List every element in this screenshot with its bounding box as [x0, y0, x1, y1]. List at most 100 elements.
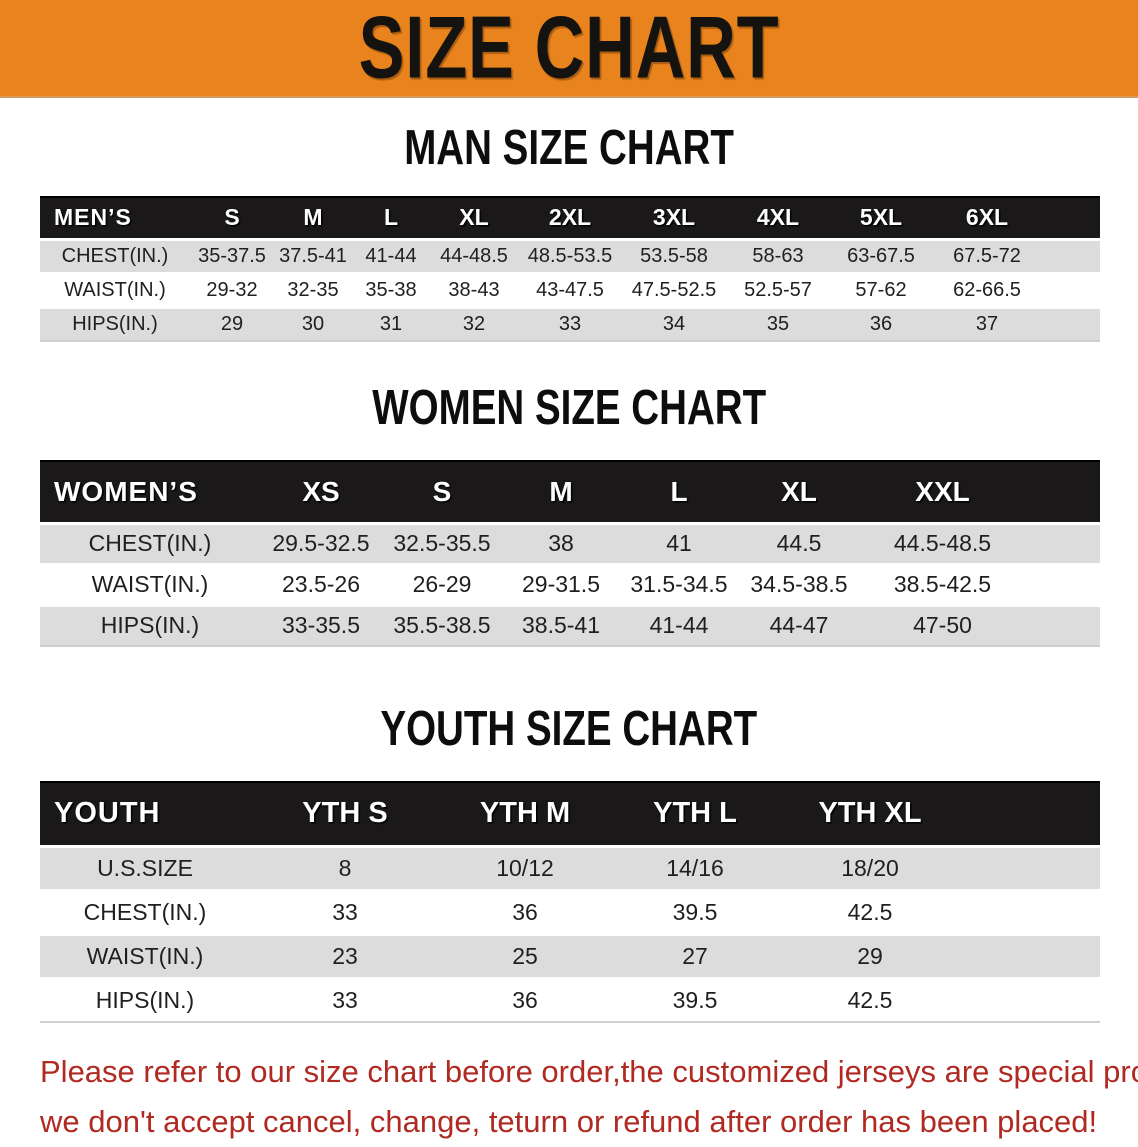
table-cell: 31.5-34.5: [620, 562, 738, 605]
table-cell: 43-47.5: [518, 271, 622, 307]
spacer-cell: [1025, 521, 1100, 564]
table-cell: 36: [440, 888, 610, 934]
women-waist-row: WAIST(IN.) 23.5-26 26-29 29-31.5 31.5-34…: [40, 562, 1100, 605]
table-cell: 29.5-32.5: [260, 521, 382, 564]
women-size-table: WOMEN’S XS S M L XL XXL CHEST(IN.) 29.5-…: [40, 460, 1100, 647]
table-cell: 44-48.5: [430, 237, 518, 273]
table-cell: 36: [440, 976, 610, 1022]
table-cell: 14/16: [610, 844, 780, 890]
table-cell: 58-63: [726, 237, 830, 273]
row-label: HIPS(IN.): [40, 305, 190, 341]
spacer-cell: [1042, 237, 1100, 273]
row-label: WAIST(IN.): [40, 271, 190, 307]
men-size-col-6xl: 6XL: [932, 196, 1042, 239]
youth-section-heading: YOUTH SIZE CHART: [0, 699, 1138, 756]
table-cell: 35.5-38.5: [382, 603, 502, 646]
table-cell: 27: [610, 932, 780, 978]
table-cell: 39.5: [610, 888, 780, 934]
table-cell: 38-43: [430, 271, 518, 307]
row-label: CHEST(IN.): [40, 521, 260, 564]
table-cell: 29-32: [190, 271, 274, 307]
table-cell: 34: [622, 305, 726, 341]
table-cell: 41-44: [352, 237, 430, 273]
banner: SIZE CHART: [0, 0, 1138, 98]
table-cell: 67.5-72: [932, 237, 1042, 273]
women-size-col-xxl: XXL: [860, 460, 1025, 523]
table-cell: 32.5-35.5: [382, 521, 502, 564]
table-cell: 10/12: [440, 844, 610, 890]
spacer-cell: [1025, 603, 1100, 646]
banner-title: SIZE CHART: [358, 0, 780, 97]
spacer-cell: [1025, 562, 1100, 605]
table-cell: 26-29: [382, 562, 502, 605]
men-size-col-3xl: 3XL: [622, 196, 726, 239]
spacer-cell: [960, 781, 1100, 846]
men-header-row: MEN’S S M L XL 2XL 3XL 4XL 5XL 6XL: [40, 196, 1100, 239]
row-label: HIPS(IN.): [40, 603, 260, 646]
table-cell: 33-35.5: [260, 603, 382, 646]
table-cell: 31: [352, 305, 430, 341]
spacer-cell: [1042, 305, 1100, 341]
table-cell: 25: [440, 932, 610, 978]
table-cell: 47-50: [860, 603, 1025, 646]
men-size-col-l: L: [352, 196, 430, 239]
footer-line-1: Please refer to our size chart before or…: [40, 1054, 1138, 1089]
table-cell: 37.5-41: [274, 237, 352, 273]
youth-size-col-m: YTH M: [440, 781, 610, 846]
youth-heading-text: YOUTH SIZE CHART: [380, 699, 758, 756]
row-label: U.S.SIZE: [40, 844, 250, 890]
table-cell: 29-31.5: [502, 562, 620, 605]
men-corner-label: MEN’S: [40, 196, 190, 239]
women-size-col-xs: XS: [260, 460, 382, 523]
table-cell: 41: [620, 521, 738, 564]
table-cell: 57-62: [830, 271, 932, 307]
table-cell: 30: [274, 305, 352, 341]
men-heading-text: MAN SIZE CHART: [404, 118, 734, 175]
table-cell: 38.5-42.5: [860, 562, 1025, 605]
table-cell: 42.5: [780, 976, 960, 1022]
spacer-cell: [1025, 460, 1100, 523]
spacer-cell: [960, 976, 1100, 1022]
men-chest-row: CHEST(IN.) 35-37.5 37.5-41 41-44 44-48.5…: [40, 237, 1100, 273]
table-cell: 44.5-48.5: [860, 521, 1025, 564]
women-header-row: WOMEN’S XS S M L XL XXL: [40, 460, 1100, 523]
spacer-cell: [960, 888, 1100, 934]
table-cell: 35-38: [352, 271, 430, 307]
table-cell: 33: [250, 976, 440, 1022]
table-cell: 33: [518, 305, 622, 341]
table-cell: 34.5-38.5: [738, 562, 860, 605]
men-size-col-5xl: 5XL: [830, 196, 932, 239]
table-cell: 47.5-52.5: [622, 271, 726, 307]
table-cell: 41-44: [620, 603, 738, 646]
women-corner-label: WOMEN’S: [40, 460, 260, 523]
table-cell: 44-47: [738, 603, 860, 646]
youth-size-col-xl: YTH XL: [780, 781, 960, 846]
youth-size-col-s: YTH S: [250, 781, 440, 846]
table-cell: 29: [190, 305, 274, 341]
spacer-cell: [1042, 271, 1100, 307]
table-cell: 44.5: [738, 521, 860, 564]
spacer-cell: [1042, 196, 1100, 239]
table-cell: 63-67.5: [830, 237, 932, 273]
men-size-col-s: S: [190, 196, 274, 239]
row-label: HIPS(IN.): [40, 976, 250, 1022]
youth-size-col-l: YTH L: [610, 781, 780, 846]
row-label: WAIST(IN.): [40, 562, 260, 605]
youth-waist-row: WAIST(IN.) 23 25 27 29: [40, 932, 1100, 978]
spacer-cell: [960, 844, 1100, 890]
men-hips-row: HIPS(IN.) 29 30 31 32 33 34 35 36 37: [40, 305, 1100, 341]
women-size-col-l: L: [620, 460, 738, 523]
table-cell: 23.5-26: [260, 562, 382, 605]
men-size-col-xl: XL: [430, 196, 518, 239]
spacer-cell: [960, 932, 1100, 978]
table-cell: 32: [430, 305, 518, 341]
table-cell: 29: [780, 932, 960, 978]
women-heading-text: WOMEN SIZE CHART: [372, 378, 766, 435]
table-cell: 36: [830, 305, 932, 341]
table-cell: 37: [932, 305, 1042, 341]
row-label: CHEST(IN.): [40, 888, 250, 934]
table-cell: 35-37.5: [190, 237, 274, 273]
youth-header-row: YOUTH YTH S YTH M YTH L YTH XL: [40, 781, 1100, 846]
footer-line-2: we don't accept cancel, change, teturn o…: [40, 1104, 1098, 1139]
